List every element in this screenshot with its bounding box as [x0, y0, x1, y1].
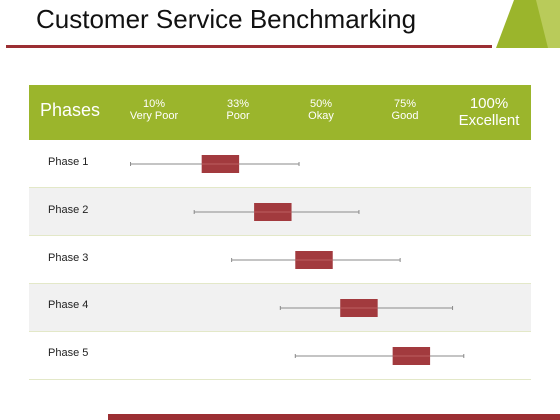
- category-label: Phase 2: [48, 204, 89, 216]
- category-label: Phase 4: [48, 299, 89, 311]
- phases-header: Phases: [40, 100, 101, 120]
- level-pct: 33%: [226, 98, 250, 110]
- page-title: Customer Service Benchmarking: [36, 4, 417, 34]
- category-label: Phase 3: [48, 252, 89, 264]
- level-pct: 75%: [393, 98, 417, 110]
- level-name: Poor: [226, 110, 250, 123]
- level-pct: 10%: [142, 98, 166, 110]
- level-header-good: 75% Good: [365, 98, 445, 122]
- level-header-very-poor: 10% Very Poor: [114, 98, 194, 122]
- level-pct: 100%: [469, 95, 509, 112]
- level-pct: 50%: [309, 98, 333, 110]
- level-name: Very Poor: [129, 110, 179, 123]
- level-header-okay: 50% Okay: [281, 98, 361, 122]
- level-name: Okay: [308, 110, 334, 123]
- decor-parallelogram-small: [536, 0, 560, 48]
- title-underline: [6, 45, 492, 48]
- category-label: Phase 5: [48, 347, 89, 359]
- category-label: Phase 1: [48, 156, 89, 168]
- bottom-rule: [108, 414, 560, 420]
- level-header-excellent: 100% Excellent: [444, 95, 534, 129]
- header-bar: [29, 85, 531, 140]
- level-name: Excellent: [458, 111, 520, 129]
- level-header-poor: 33% Poor: [198, 98, 278, 122]
- level-name: Good: [391, 110, 419, 123]
